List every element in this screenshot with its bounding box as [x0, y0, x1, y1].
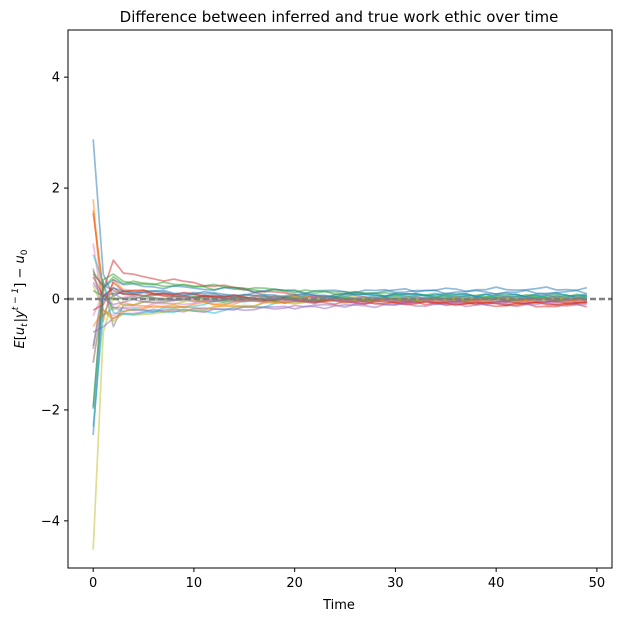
y-tick-label: −2: [41, 403, 60, 418]
y-tick-label: 0: [52, 293, 60, 308]
series-layer: [92, 139, 588, 550]
x-tick-label: 10: [186, 576, 203, 591]
plot-area: [67, 29, 613, 569]
series-line: [92, 281, 587, 311]
series-line: [92, 293, 587, 427]
y-axis: 4 2 0 −2 −4: [41, 71, 68, 529]
x-axis: 0 10 20 30 40 50: [89, 568, 605, 591]
y-tick-label: −4: [41, 514, 60, 529]
x-tick-label: 40: [488, 576, 505, 591]
x-tick-label: 20: [286, 576, 303, 591]
y-tick-label: 4: [52, 71, 60, 86]
y-tick-label: 2: [52, 182, 60, 197]
chart-title: Difference between inferred and true wor…: [120, 8, 559, 26]
y-axis-label: E[ut|yt − 1] − u0: [11, 249, 30, 348]
x-axis-label: Time: [322, 598, 355, 613]
x-tick-label: 0: [89, 576, 97, 591]
series-line: [92, 287, 587, 435]
series-line: [92, 294, 588, 550]
x-tick-label: 30: [387, 576, 404, 591]
x-tick-label: 50: [589, 576, 606, 591]
series-line: [92, 139, 588, 300]
